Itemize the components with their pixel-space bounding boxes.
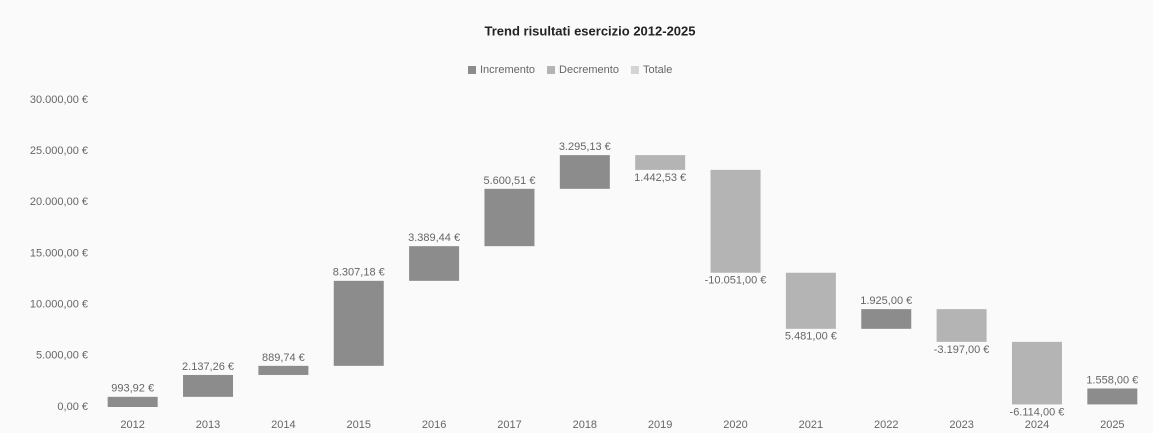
- legend-label: Totale: [643, 64, 672, 76]
- y-tick-label: 10.000,00 €: [30, 299, 88, 311]
- value-label: 1.442,53 €: [634, 172, 686, 184]
- value-label: 3.389,44 €: [408, 232, 460, 244]
- y-tick-label: 30.000,00 €: [30, 94, 88, 106]
- value-label: 8.307,18 €: [333, 267, 385, 279]
- bar: [936, 309, 987, 342]
- y-tick-label: 20.000,00 €: [30, 196, 88, 208]
- x-tick-label: 2018: [573, 419, 597, 431]
- y-tick-label: 5.000,00 €: [36, 350, 88, 362]
- value-label: -10.051,00 €: [705, 275, 767, 287]
- value-label: 1.925,00 €: [860, 295, 912, 307]
- legend-swatch: [630, 66, 639, 74]
- chart-title: Trend risultati esercizio 2012-2025: [485, 23, 696, 38]
- x-tick-label: 2020: [723, 419, 747, 431]
- bar: [333, 280, 384, 366]
- x-tick-label: 2016: [422, 419, 446, 431]
- x-tick-label: 2023: [949, 419, 973, 431]
- bar: [107, 396, 158, 407]
- value-label: 3.295,13 €: [559, 141, 611, 153]
- value-label: -3.197,00 €: [934, 344, 990, 356]
- legend-label: Decremento: [559, 64, 619, 76]
- x-tick-label: 2014: [271, 419, 295, 431]
- legend-swatch: [468, 66, 476, 74]
- value-label: 1.558,00 €: [1086, 374, 1138, 386]
- x-tick-label: 2019: [648, 419, 672, 431]
- x-tick-label: 2017: [497, 419, 521, 431]
- bar: [785, 272, 836, 329]
- bar: [1011, 341, 1062, 405]
- value-label: 5.600,51 €: [483, 175, 535, 187]
- legend-label: Incremento: [480, 64, 535, 76]
- bar: [1087, 388, 1138, 405]
- y-tick-label: 15.000,00 €: [30, 247, 88, 259]
- x-tick-label: 2025: [1100, 419, 1124, 431]
- x-tick-label: 2021: [799, 419, 823, 431]
- bar: [710, 169, 761, 273]
- x-tick-label: 2013: [196, 419, 220, 431]
- bar: [861, 309, 912, 329]
- bar: [559, 155, 610, 189]
- x-tick-label: 2024: [1025, 419, 1049, 431]
- bar: [183, 374, 234, 397]
- x-tick-label: 2015: [347, 419, 371, 431]
- y-tick-label: 0,00 €: [57, 401, 88, 413]
- x-tick-label: 2012: [120, 419, 144, 431]
- bar: [484, 188, 535, 247]
- value-label: 2.137,26 €: [182, 361, 234, 373]
- bar: [258, 365, 309, 375]
- bar: [635, 155, 686, 170]
- legend-swatch: [547, 66, 556, 74]
- value-label: 993,92 €: [111, 383, 154, 395]
- bar: [409, 246, 460, 281]
- value-label: 5.481,00 €: [785, 331, 837, 343]
- value-label: 889,74 €: [262, 352, 305, 364]
- x-tick-label: 2022: [874, 419, 898, 431]
- y-tick-label: 25.000,00 €: [30, 145, 88, 157]
- value-label: -6.114,00 €: [1010, 406, 1065, 418]
